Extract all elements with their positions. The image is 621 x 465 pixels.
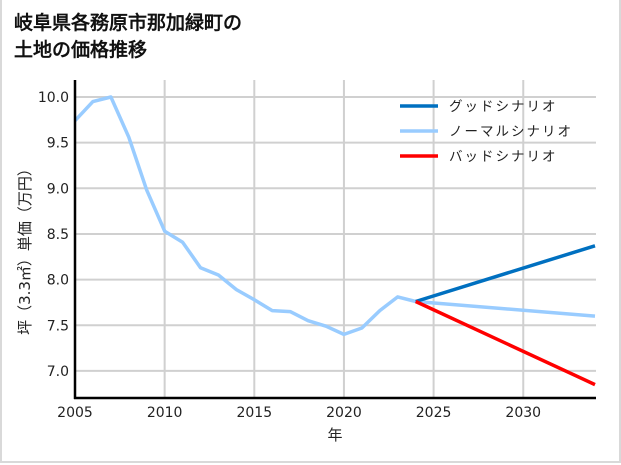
- y-tick-label: 9.0: [47, 181, 69, 197]
- y-tick-label: 9.5: [47, 136, 69, 152]
- series-line: [73, 95, 596, 337]
- y-tick-label: 8.0: [47, 273, 69, 289]
- x-tick-label: 2025: [416, 405, 452, 421]
- legend-label: ノーマルシナリオ: [449, 124, 573, 140]
- axes: [73, 80, 596, 400]
- x-tick-label: 2030: [505, 405, 541, 421]
- y-tick-label: 10.0: [38, 90, 69, 106]
- chart-title: 岐阜県各務原市那加緑町の 土地の価格推移: [14, 10, 242, 64]
- legend-label: バッドシナリオ: [449, 149, 558, 165]
- legend-label: グッドシナリオ: [449, 99, 558, 115]
- x-axis-label: 年: [327, 426, 342, 444]
- tick-labels: 2005 2010 2015 2020 2025 2030 7.0 7.5 8.0 8.5 9.0 9…: [38, 90, 541, 421]
- x-tick-label: 2005: [57, 405, 93, 421]
- chart-title-line2: 土地の価格推移: [14, 39, 148, 61]
- x-tick-label: 2010: [147, 405, 183, 421]
- x-tick-label: 2015: [236, 405, 272, 421]
- y-tick-label: 8.5: [47, 227, 69, 243]
- series-line: [415, 244, 596, 304]
- x-tick-label: 2020: [326, 405, 362, 421]
- y-tick-label: 7.5: [47, 318, 69, 334]
- chart-title-line1: 岐阜県各務原市那加緑町の: [14, 12, 243, 34]
- series-lines: [73, 95, 596, 387]
- grid-lines: [74, 80, 596, 398]
- series-line: [414, 299, 596, 387]
- y-tick-label: 7.0: [47, 364, 69, 380]
- y-axis-label: 坪（3.3㎡）単価（万円）: [16, 161, 34, 335]
